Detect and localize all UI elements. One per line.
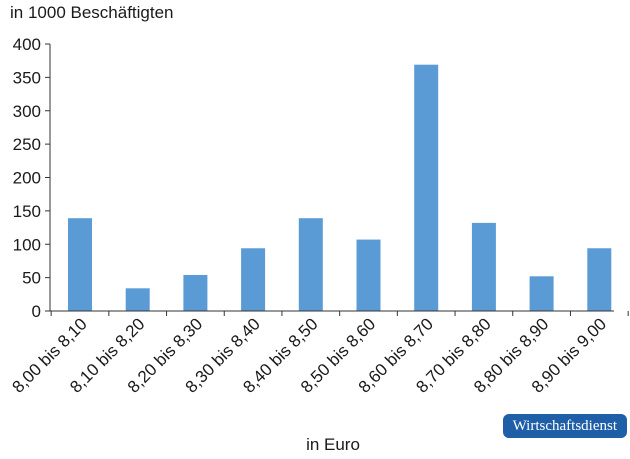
bar <box>529 276 554 311</box>
y-tick-label: 100 <box>13 235 41 254</box>
x-axis-label: in Euro <box>306 435 360 454</box>
y-tick-label: 350 <box>13 68 41 87</box>
bar <box>298 218 323 311</box>
bar <box>471 222 496 311</box>
bar <box>241 248 266 311</box>
y-tick-label: 250 <box>13 135 41 154</box>
y-tick-label: 300 <box>13 102 41 121</box>
y-tick-label: 200 <box>13 169 41 188</box>
y-tick-label: 400 <box>13 35 41 54</box>
bar <box>587 248 612 311</box>
bars-group <box>68 64 612 311</box>
bar <box>183 274 208 311</box>
y-tick-label: 0 <box>32 302 41 321</box>
bar <box>356 239 381 311</box>
y-tick-label: 50 <box>22 269 41 288</box>
bar <box>68 218 92 311</box>
bar <box>125 288 150 311</box>
wirtschaftsdienst-logo: Wirtschaftsdienst <box>502 414 627 438</box>
bar <box>414 64 439 311</box>
y-tick-label: 150 <box>13 202 41 221</box>
y-axis-label: in 1000 Beschäftigten <box>10 3 174 22</box>
